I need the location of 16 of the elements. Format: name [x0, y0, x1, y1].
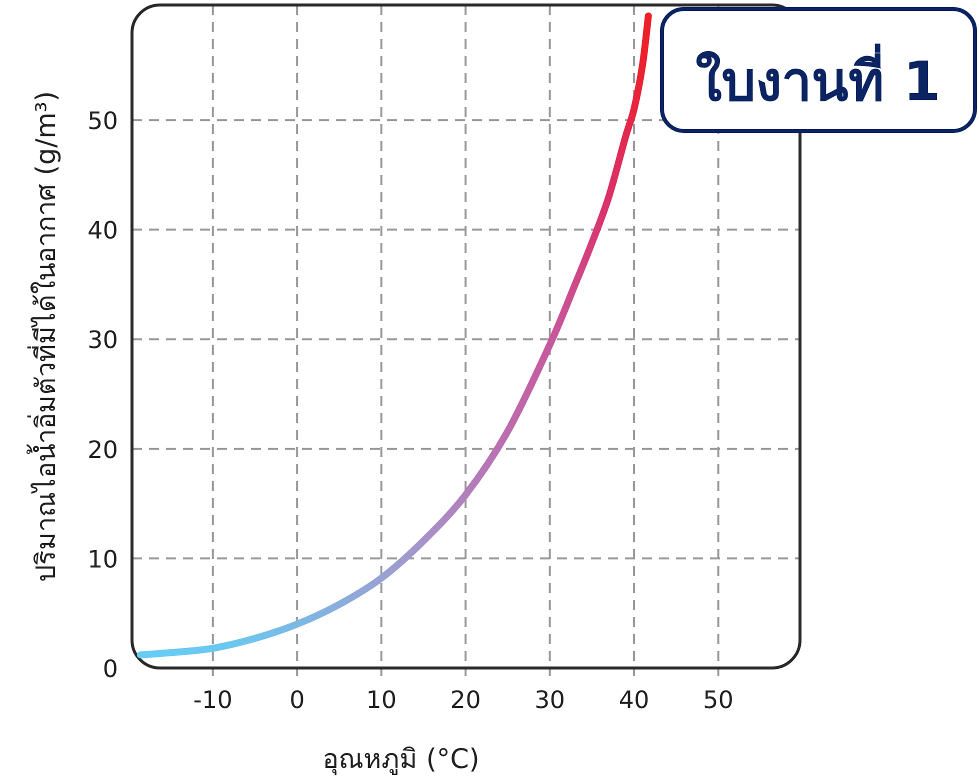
x-tick-label: 0 [289, 686, 305, 714]
x-tick-label: 20 [450, 686, 481, 714]
title: ใบงานที่ 1 [660, 7, 977, 133]
y-tick-label: 40 [87, 216, 118, 245]
x-tick-label: 30 [534, 686, 566, 714]
x-tick-label: 10 [366, 686, 397, 714]
y-tick-label: 50 [87, 107, 118, 136]
y-tick-label: 30 [87, 326, 118, 354]
y-tick-label: 10 [87, 545, 118, 574]
x-axis-title: อุณหภูมิ (°C) [322, 744, 480, 776]
x-tick-label: 50 [703, 686, 734, 714]
y-axis-title: ปริมาณไอน้ำอิ่มตัวที่มีได้ในอากาศ (g/m³) [26, 90, 62, 582]
x-tick-label: -10 [193, 686, 232, 714]
y-tick-label: 20 [87, 436, 118, 464]
y-tick-label: 0 [102, 655, 118, 683]
x-tick-label: 40 [618, 686, 650, 714]
